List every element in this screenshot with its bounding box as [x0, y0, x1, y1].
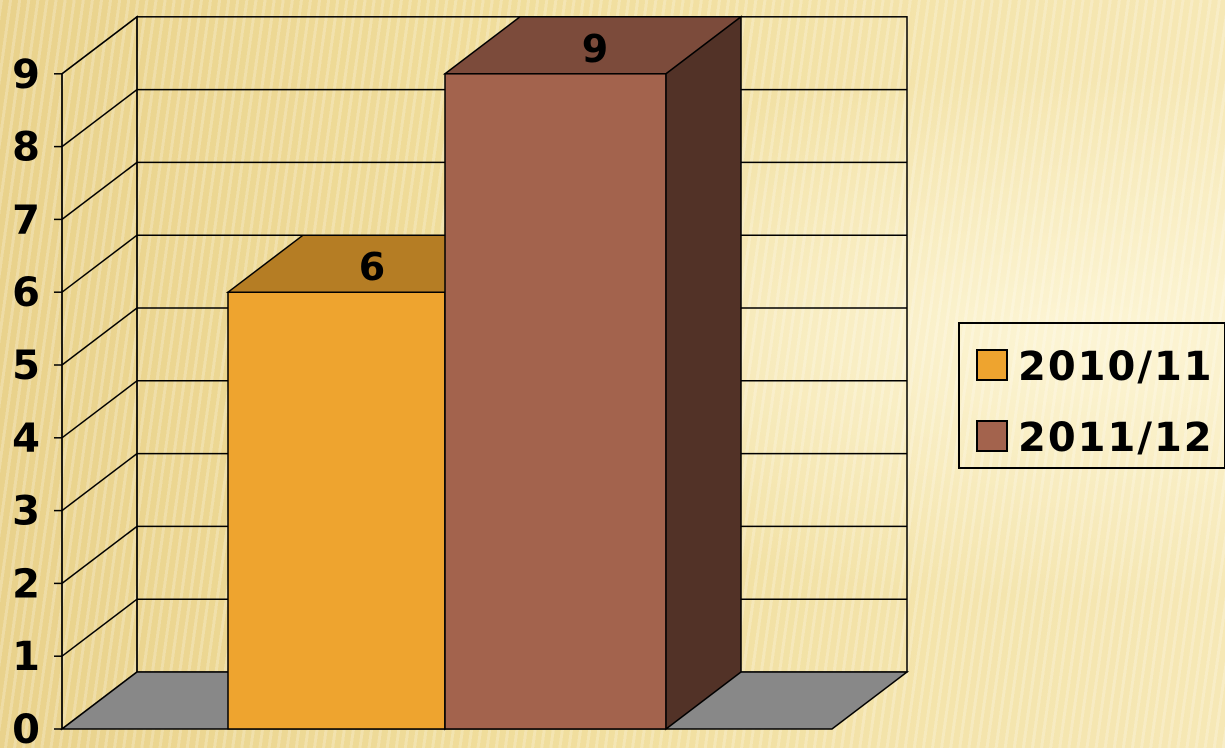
- gridline-side: [61, 598, 138, 657]
- bar-front-2011/12: [444, 73, 667, 730]
- y-tick-label: 5: [12, 343, 40, 389]
- legend-label: 2011/12: [1018, 415, 1214, 461]
- y-tick-label: 9: [12, 52, 40, 98]
- y-tick-label: 4: [12, 416, 40, 462]
- y-tick-label: 0: [12, 707, 40, 748]
- gridline-side: [61, 89, 138, 148]
- gridline-side: [61, 307, 138, 366]
- legend-swatch: [976, 420, 1008, 452]
- y-axis: 0 1 2 3 4 5 6 7 8 9: [12, 52, 63, 748]
- gridline-side: [61, 380, 138, 439]
- gridline-side: [61, 453, 138, 512]
- legend-swatch: [976, 349, 1008, 381]
- left-wall: [61, 15, 138, 731]
- y-tick-label: 8: [12, 125, 40, 171]
- chart-bars: [225, 15, 744, 731]
- y-tick-label: 2: [12, 561, 40, 607]
- bar-front-2010/11: [227, 291, 446, 730]
- legend-label: 2010/11: [1018, 344, 1214, 390]
- y-tick-label: 3: [12, 489, 40, 535]
- legend-box: [958, 322, 1225, 469]
- y-tick-label: 7: [12, 197, 40, 243]
- data-label: 6: [359, 245, 385, 289]
- gridline-side: [61, 234, 138, 293]
- y-tick-label: 1: [12, 634, 40, 680]
- data-labels: 69: [359, 27, 608, 289]
- gridline-side: [61, 161, 138, 220]
- chart-legend: 2010/11 2011/12: [958, 322, 1225, 469]
- y-tick-label: 6: [12, 270, 40, 316]
- gridline-side: [61, 16, 138, 75]
- bar-side-2011/12: [665, 15, 742, 731]
- gridline-side: [61, 525, 138, 584]
- data-label: 9: [582, 27, 608, 71]
